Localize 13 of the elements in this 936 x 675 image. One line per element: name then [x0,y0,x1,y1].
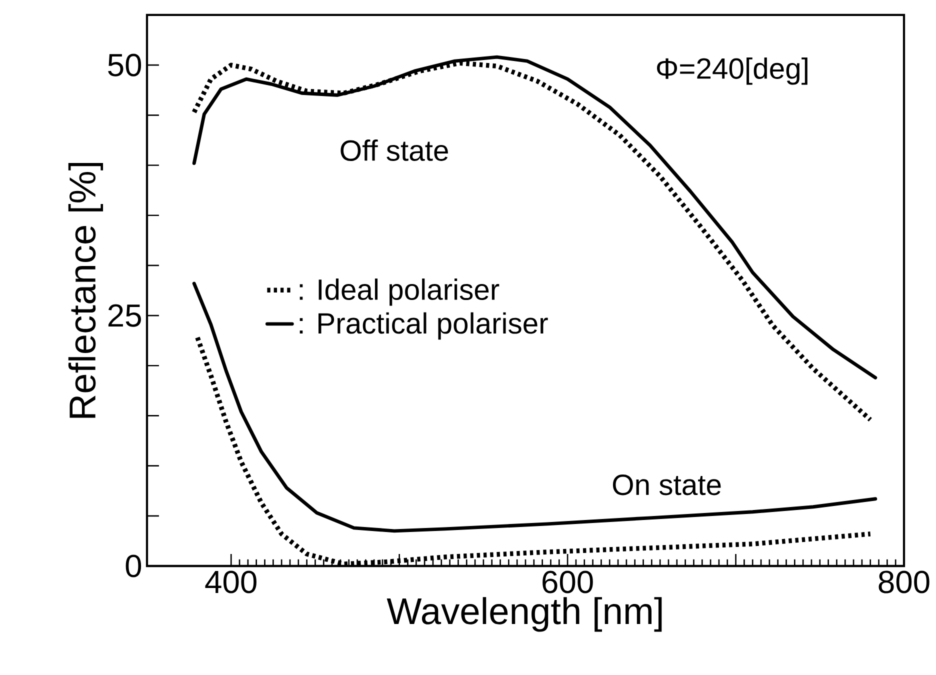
annotation: Φ=240[deg] [657,57,808,85]
x-tick-label: 600 [542,570,593,594]
y-axis-title: Reflectance [%] [68,162,104,418]
annotation: On state [612,474,721,496]
legend-label: : Ideal polariser [300,278,500,306]
x-axis-title: Wavelength [nm] [386,597,662,632]
y-tick-label: 25 [108,304,141,327]
x-tick-label: 800 [878,570,930,594]
y-tick-label: 50 [108,54,142,76]
y-tick-label: 0 [126,554,142,578]
annotation: Off state [340,140,448,161]
x-tick-label: 400 [205,570,256,594]
legend-label: : Practical polariser [300,312,548,340]
